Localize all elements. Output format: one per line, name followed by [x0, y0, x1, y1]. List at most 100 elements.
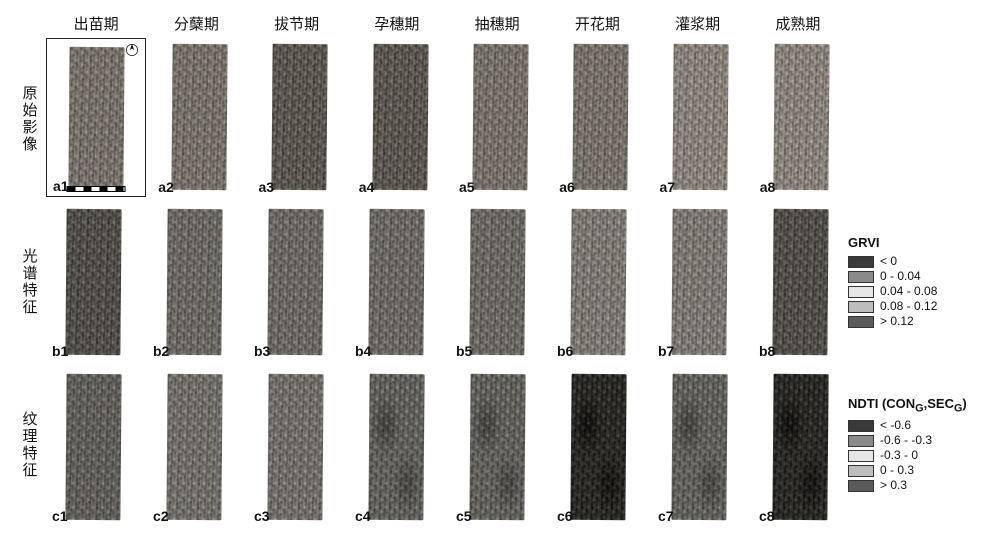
- panel-tag: b7: [656, 343, 676, 359]
- legend-label: > 0.3: [880, 478, 907, 493]
- panel-a3: a3: [253, 38, 347, 197]
- legend-grvi: GRVI < 00 - 0.040.04 - 0.080.08 - 0.12> …: [848, 201, 988, 364]
- row-label-spectral: 光谱特征: [12, 201, 46, 364]
- plot-tile: [166, 373, 222, 519]
- legend-swatch: [848, 465, 874, 477]
- panel-c6: c6: [551, 367, 646, 526]
- legend-row: > 0.12: [848, 314, 988, 329]
- panel-tag: a5: [457, 179, 477, 195]
- panel-row: a1 a2 a3 a4 a5 a6 a7 a8: [46, 38, 848, 197]
- legend-swatch: [848, 450, 874, 462]
- panel-tag: a2: [156, 179, 176, 195]
- plot-tile: [272, 44, 328, 190]
- col-header: 开花期: [547, 8, 647, 38]
- panel-tag: a6: [557, 179, 577, 195]
- legend-label: -0.3 - 0: [880, 448, 918, 463]
- panel-rows: a1a2a3a4a5a6a7a8b1b2b3b4b5b6b7b8c1c2c3c4…: [46, 38, 848, 526]
- column-headers: 出苗期 分蘖期 拔节期 孕穗期 抽穗期 开花期 灌浆期 成熟期: [46, 8, 848, 38]
- legend-swatch: [848, 480, 874, 492]
- panel-tag: c1: [50, 508, 70, 524]
- panel-c1: c1: [46, 367, 141, 526]
- panel-b1: b1: [46, 203, 141, 362]
- panel-b3: b3: [248, 203, 343, 362]
- panel-tag: b6: [555, 343, 575, 359]
- legend-swatch: [848, 286, 874, 298]
- compass-icon: [125, 43, 139, 57]
- plot-tile: [166, 209, 222, 355]
- legend-row: 0 - 0.04: [848, 269, 988, 284]
- panel-c8: c8: [753, 367, 848, 526]
- plot-tile: [673, 44, 729, 190]
- plot-tile: [267, 373, 323, 519]
- plot-tile: [65, 209, 121, 355]
- panel-tag: c3: [252, 508, 272, 524]
- plot-tile: [772, 209, 828, 355]
- col-header: 成熟期: [748, 8, 848, 38]
- legend-swatch: [848, 271, 874, 283]
- panel-a8: a8: [754, 38, 848, 197]
- panel-b7: b7: [652, 203, 747, 362]
- panel-b5: b5: [450, 203, 545, 362]
- col-header: 出苗期: [46, 8, 146, 38]
- row-label-original: 原始影像: [12, 38, 46, 201]
- legend-grvi-title: GRVI: [848, 235, 988, 250]
- panel-b2: b2: [147, 203, 242, 362]
- panel-row: c1c2c3c4c5c6c7c8: [46, 367, 848, 526]
- legend-swatch: [848, 316, 874, 328]
- legend-row: 0.04 - 0.08: [848, 284, 988, 299]
- plot-tile: [570, 209, 626, 355]
- panel-tag: a7: [658, 179, 678, 195]
- panel-tag: c2: [151, 508, 171, 524]
- legend-label: 0.08 - 0.12: [880, 299, 937, 314]
- plot-tile: [68, 47, 124, 188]
- legend-swatch: [848, 256, 874, 268]
- plot-tile: [671, 209, 727, 355]
- panel-c3: c3: [248, 367, 343, 526]
- panel-tag: c5: [454, 508, 474, 524]
- legend-label: > 0.12: [880, 314, 914, 329]
- legend-label: < 0: [880, 254, 897, 269]
- legend-row: -0.3 - 0: [848, 448, 988, 463]
- legend-ndti-title: NDTI (CONG,SECG): [848, 396, 988, 415]
- panel-b8: b8: [753, 203, 848, 362]
- col-header: 抽穗期: [447, 8, 547, 38]
- legend-ndti: NDTI (CONG,SECG) < -0.6-0.6 - -0.3-0.3 -…: [848, 363, 988, 526]
- legend-spacer: [848, 38, 988, 201]
- legend-swatch: [848, 435, 874, 447]
- panel-c2: c2: [147, 367, 242, 526]
- panel-tag: c7: [656, 508, 676, 524]
- panel-a4: a4: [353, 38, 447, 197]
- col-header: 孕穗期: [347, 8, 447, 38]
- plot-tile: [171, 44, 227, 190]
- plot-tile: [570, 373, 626, 519]
- panel-tag: c8: [757, 508, 777, 524]
- row-label-texture: 纹理特征: [12, 363, 46, 526]
- plot-tile: [372, 44, 428, 190]
- panel-b6: b6: [551, 203, 646, 362]
- plot-tile: [469, 373, 525, 519]
- panel-tag: c6: [555, 508, 575, 524]
- legend-label: -0.6 - -0.3: [880, 433, 932, 448]
- grid-area: 出苗期 分蘖期 拔节期 孕穗期 抽穗期 开花期 灌浆期 成熟期 a1 a2 a3 a4…: [46, 8, 848, 526]
- legend-row: > 0.3: [848, 478, 988, 493]
- panel-tag: b5: [454, 343, 474, 359]
- figure-grid: 原始影像 光谱特征 纹理特征 出苗期 分蘖期 拔节期 孕穗期 抽穗期 开花期 灌…: [12, 8, 988, 526]
- panel-a1: a1: [46, 38, 146, 197]
- panel-tag: a3: [257, 179, 277, 195]
- legend-label: 0 - 0.3: [880, 463, 914, 478]
- plot-tile: [472, 44, 528, 190]
- panel-row: b1 b2 b3 b4 b5 b6 b7 b8: [46, 203, 848, 362]
- row-labels-column: 原始影像 光谱特征 纹理特征: [12, 8, 46, 526]
- col-header: 灌浆期: [648, 8, 748, 38]
- legend-row: -0.6 - -0.3: [848, 433, 988, 448]
- panel-a7: a7: [654, 38, 748, 197]
- panel-tag: b2: [151, 343, 171, 359]
- scalebar: [67, 186, 126, 192]
- plot-tile: [671, 373, 727, 519]
- legend-label: 0.04 - 0.08: [880, 284, 937, 299]
- plot-tile: [368, 209, 424, 355]
- plot-tile: [773, 44, 829, 190]
- plot-tile: [572, 44, 628, 190]
- panel-tag: b4: [353, 343, 373, 359]
- panel-tag: b3: [252, 343, 272, 359]
